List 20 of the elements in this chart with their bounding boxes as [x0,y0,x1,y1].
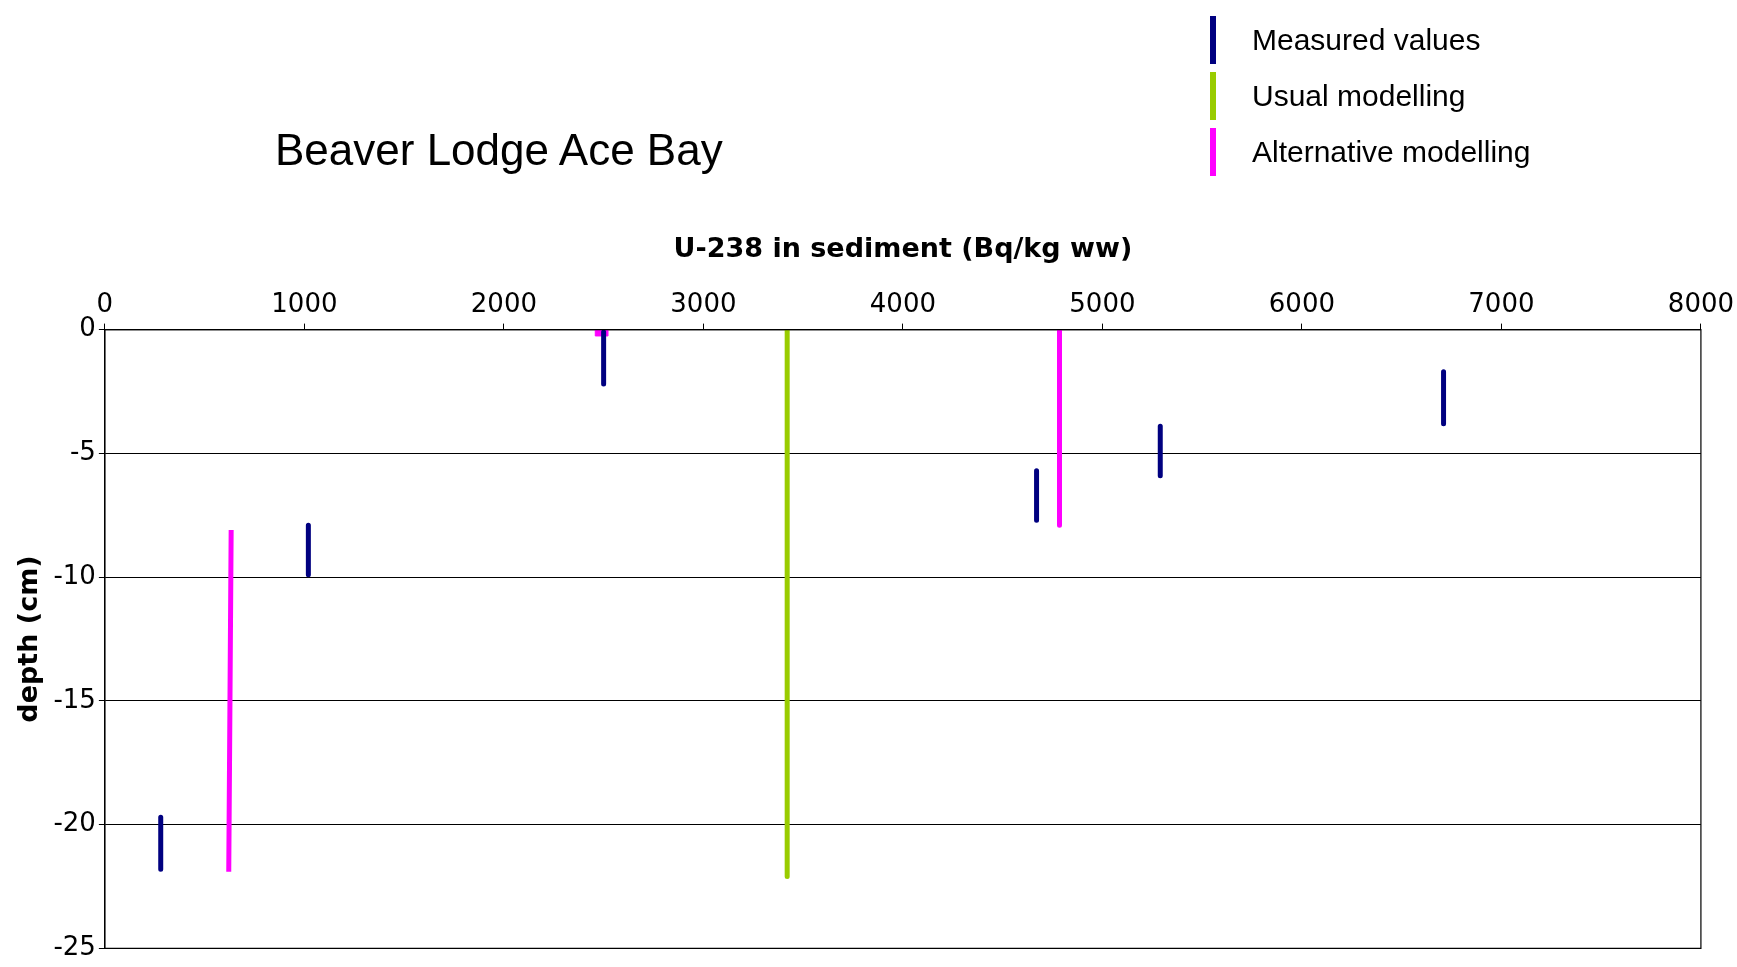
legend-label: Usual modelling [1252,79,1466,113]
legend-label: Measured values [1252,23,1481,57]
x-tick-label: 6000 [1268,287,1335,318]
y-tick-label: -10 [53,559,96,590]
y-tick-label: -15 [53,683,96,714]
chart-title: Beaver Lodge Ace Bay [275,125,723,175]
y-tick-label: -20 [53,807,96,838]
y-tick-label: -5 [69,436,96,467]
x-tick-label: 3000 [670,287,737,318]
y-tick-label: 0 [79,312,96,343]
x-tick-label: 1000 [271,287,338,318]
x-tick-label: 5000 [1069,287,1136,318]
y-axis-title: depth (cm) [12,555,44,723]
x-tick-label: 4000 [869,287,936,318]
x-tick-label: 8000 [1667,287,1734,318]
y-tick-label: -25 [53,931,96,962]
legend-label: Alternative modelling [1252,135,1531,169]
x-tick-label: 7000 [1468,287,1535,318]
x-tick-label: 2000 [470,287,537,318]
x-axis-title: U-238 in sediment (Bq/kg ww) [673,232,1133,264]
